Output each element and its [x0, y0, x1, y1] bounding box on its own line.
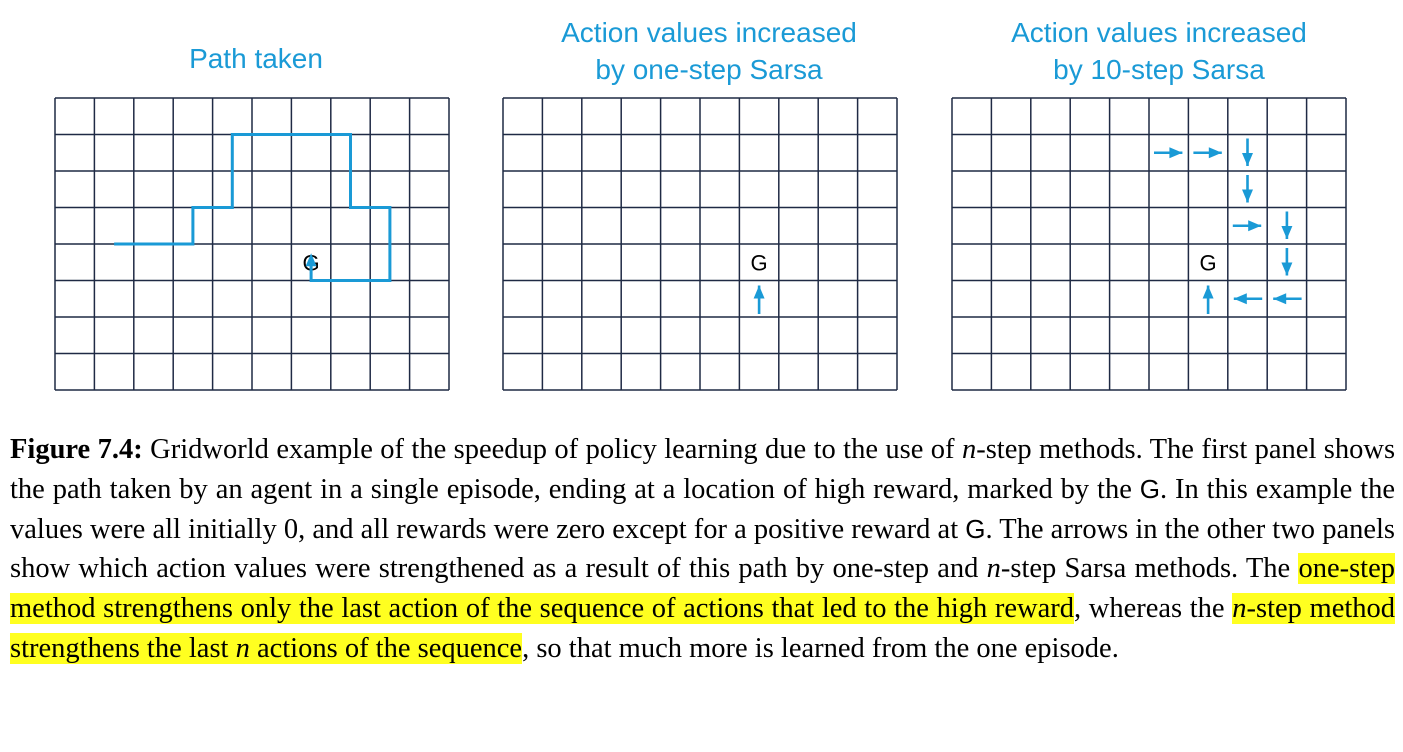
- goal-mark: G: [1139, 473, 1161, 504]
- panel-title-tenstep: Action values increased by 10-step Sarsa: [950, 14, 1368, 88]
- panel-title-onestep: Action values increased by one-step Sars…: [500, 14, 918, 88]
- arrowhead: [1202, 285, 1214, 299]
- figure: Path taken Action values increased by on…: [52, 14, 1368, 391]
- action-arrow-right: [1193, 147, 1222, 159]
- arrowhead: [1169, 147, 1183, 159]
- title-line: by one-step Sarsa: [595, 54, 823, 85]
- action-arrow-right: [1154, 147, 1183, 159]
- arrowhead: [1233, 293, 1247, 305]
- caption-text: . In this example the values were all in…: [10, 473, 1396, 545]
- highlight-text: actions of the sequence: [256, 632, 523, 664]
- grid-panel-tenstep: G: [951, 97, 1347, 391]
- figure-caption: Figure 7.4: Gridworld example of the spe…: [10, 430, 1395, 669]
- caption-text: . The arrows in the other two panels sho…: [10, 513, 1396, 585]
- action-arrow-down: [1242, 175, 1253, 203]
- figure-label: Figure 7.4:: [10, 434, 143, 465]
- action-arrow-down: [1281, 248, 1293, 276]
- arrowhead: [1242, 189, 1253, 203]
- action-arrow-up: [753, 285, 765, 314]
- action-arrow-left: [1273, 293, 1302, 305]
- path-arrowhead: [305, 253, 317, 267]
- arrowhead: [1242, 153, 1253, 166]
- title-line: Action values increased: [561, 17, 857, 48]
- goal-mark: G: [965, 513, 986, 544]
- title-line: Path taken: [189, 43, 323, 74]
- math-n: n: [1232, 593, 1247, 625]
- math-n: n: [235, 632, 250, 664]
- caption-text: -step Sarsa methods. The: [1000, 553, 1291, 585]
- caption-text: Gridworld example of the speedup of poli…: [150, 434, 955, 465]
- math-n: n: [986, 553, 1001, 585]
- arrowhead: [753, 285, 765, 299]
- math-n: n: [961, 434, 977, 465]
- action-arrow-left: [1233, 293, 1263, 305]
- goal-label: G: [751, 250, 768, 275]
- caption-text: , whereas the: [1074, 593, 1225, 625]
- arrowhead: [1248, 220, 1262, 232]
- caption-text: -step methods. The first panel shows the…: [10, 434, 1396, 505]
- action-arrow-down: [1242, 138, 1253, 166]
- action-arrow-up: [1202, 285, 1214, 314]
- arrowhead: [1281, 262, 1293, 276]
- action-arrow-right: [1232, 220, 1262, 232]
- arrowhead: [1273, 293, 1287, 305]
- gridworld-figure: GGG: [54, 97, 1347, 391]
- panel-title-path: Path taken: [52, 40, 460, 77]
- highlight-text: -step method strengthens the last: [10, 593, 1396, 664]
- arrowhead: [1281, 226, 1293, 239]
- arrowhead: [1208, 147, 1222, 159]
- grid-panel-onestep: G: [502, 97, 898, 391]
- agent-path: [114, 133, 392, 282]
- goal-label: G: [1200, 250, 1217, 275]
- grid-panel-path: G: [54, 97, 450, 391]
- caption-text: , so that much more is learned from the …: [522, 632, 1119, 664]
- title-line: Action values increased: [1011, 17, 1307, 48]
- action-arrow-down: [1281, 211, 1293, 239]
- title-line: by 10-step Sarsa: [1053, 54, 1265, 85]
